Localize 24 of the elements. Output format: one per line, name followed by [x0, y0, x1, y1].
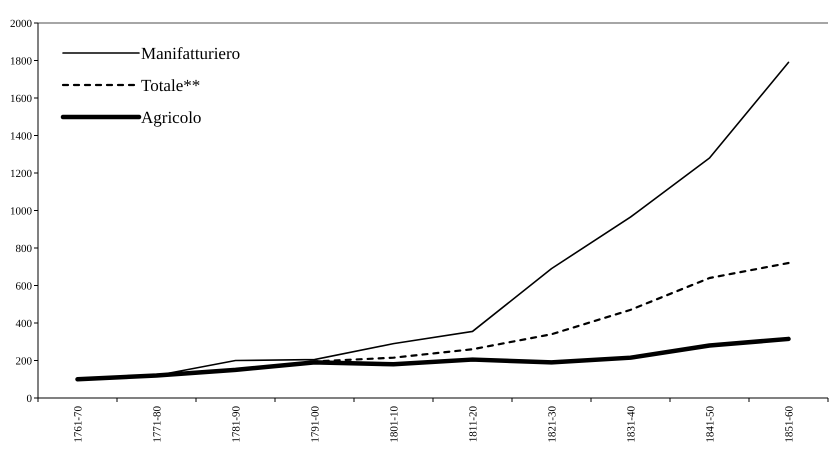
- y-tick-label: 200: [16, 355, 32, 368]
- y-tick-label: 600: [16, 280, 32, 292]
- y-tick-label: 1200: [10, 168, 32, 180]
- x-tick-label: 1771-80: [151, 406, 164, 443]
- x-tick-label: 1781-90: [230, 406, 242, 443]
- y-tick-label: 2000: [10, 18, 32, 30]
- y-tick-label: 1400: [10, 130, 32, 142]
- x-tick-label: 1841-50: [704, 406, 716, 443]
- legend-label: Manifatturiero: [141, 44, 240, 63]
- y-tick-label: 400: [16, 318, 32, 330]
- x-tick-label: 1811-20: [467, 406, 480, 442]
- y-tick-label: 800: [16, 242, 32, 255]
- x-tick-label: 1791-00: [309, 406, 322, 443]
- x-tick-label: 1821-30: [546, 406, 558, 443]
- y-tick-label: 1000: [10, 205, 32, 218]
- x-tick-label: 1801-10: [388, 406, 400, 443]
- legend-label: Agricolo: [141, 108, 202, 127]
- y-tick-label: 1600: [10, 92, 32, 105]
- legend-label: Totale**: [141, 76, 200, 95]
- y-tick-label: 1800: [10, 55, 32, 68]
- y-tick-label: 0: [26, 392, 32, 405]
- x-tick-label: 1831-40: [625, 406, 638, 443]
- x-tick-label: 1761-70: [72, 406, 84, 443]
- x-tick-label: 1851-60: [783, 406, 796, 443]
